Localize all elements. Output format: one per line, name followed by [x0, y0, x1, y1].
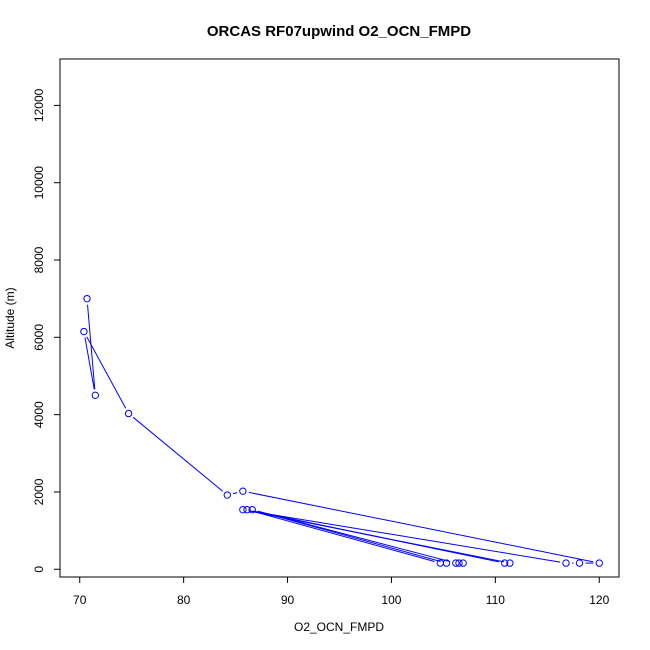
data-point — [223, 491, 231, 499]
data-point — [124, 409, 133, 418]
series-line-segment — [84, 337, 95, 390]
series-line-segment — [252, 510, 435, 562]
data-point — [575, 559, 584, 567]
data-point — [80, 327, 88, 336]
series-layer — [80, 294, 603, 567]
y-tick-label: 8000 — [32, 246, 46, 273]
y-tick-label: 2000 — [32, 478, 46, 505]
y-tick-label: 12000 — [32, 88, 46, 122]
y-tick-label: 4000 — [32, 401, 46, 428]
data-point — [239, 506, 247, 514]
x-axis: 70 80 90 100 110 120 — [73, 576, 610, 607]
data-point — [442, 559, 451, 567]
data-point — [83, 294, 91, 303]
x-tick-label: 80 — [177, 593, 191, 607]
x-tick-label: 90 — [281, 593, 295, 607]
plot-frame — [59, 58, 620, 578]
x-tick-label: 120 — [589, 593, 609, 607]
x-tick-label: 100 — [381, 593, 401, 607]
data-point — [459, 559, 467, 567]
data-point — [91, 391, 100, 400]
series-line-segment — [252, 510, 499, 563]
series-line-segment — [232, 492, 238, 495]
series-line-segment — [248, 491, 594, 563]
x-axis-label: O2_OCN_FMPD — [294, 620, 384, 634]
data-point — [595, 559, 603, 567]
series-line-segment — [132, 416, 223, 492]
data-point — [501, 559, 509, 567]
data-point — [452, 559, 460, 567]
series-line-segment — [248, 510, 561, 563]
x-tick-label: 70 — [73, 593, 87, 607]
series-line-segment — [86, 336, 127, 409]
y-axis-label: Altitude (m) — [3, 287, 17, 348]
series-line-segment — [257, 510, 451, 563]
y-axis: 0 2000 4000 6000 8000 10000 12000 — [32, 88, 61, 573]
data-point — [243, 506, 251, 514]
data-point — [436, 559, 444, 567]
chart-title: ORCAS RF07upwind O2_OCN_FMPD — [207, 23, 471, 40]
y-tick-label: 10000 — [32, 166, 46, 200]
data-point — [506, 559, 514, 567]
y-tick-label: 0 — [32, 566, 46, 573]
x-tick-label: 110 — [486, 593, 505, 607]
data-point — [248, 506, 256, 514]
data-point — [562, 559, 570, 567]
data-point — [455, 559, 463, 567]
data-point — [239, 487, 247, 495]
series-line-segment — [87, 304, 96, 390]
y-tick-label: 6000 — [32, 324, 46, 351]
